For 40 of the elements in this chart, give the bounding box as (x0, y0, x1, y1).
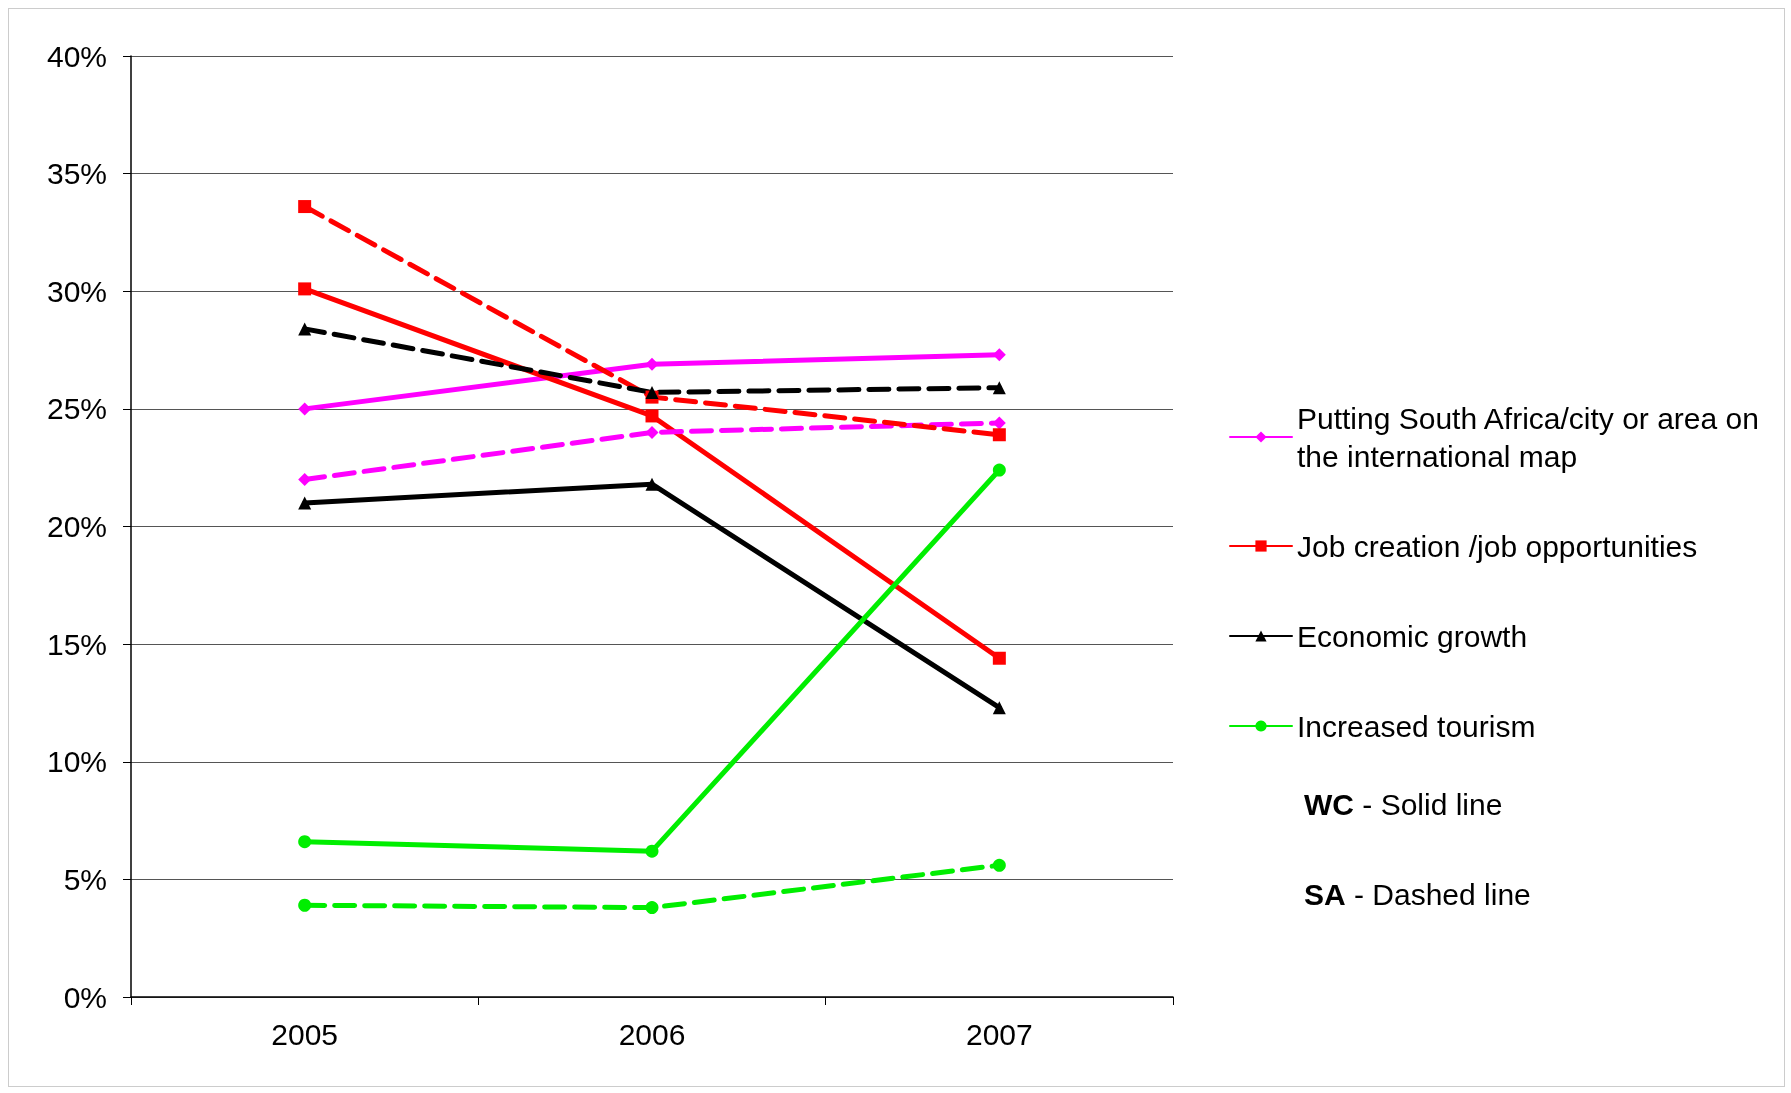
point (645, 477, 659, 491)
x-tick-label: 2006 (618, 1017, 686, 1051)
point (298, 200, 312, 214)
point (992, 348, 1006, 362)
y-tick-label: 10% (46, 745, 107, 779)
point (645, 425, 659, 439)
legend-label: Increased tourism (1297, 709, 1536, 743)
text: WC - Solid line (1304, 787, 1503, 821)
point (992, 858, 1006, 872)
x-tick-label: 2007 (965, 1017, 1033, 1051)
legend-label: Job creation /job opportunities (1297, 529, 1698, 563)
point (645, 385, 659, 399)
point (645, 901, 659, 915)
point (992, 651, 1006, 665)
x-tick-label: 2005 (271, 1017, 339, 1051)
point (298, 898, 312, 912)
text: SA - Dashed line (1304, 877, 1531, 911)
point (645, 409, 659, 423)
y-tick-label: 5% (63, 862, 107, 896)
y-tick-label: 30% (46, 274, 107, 308)
point (992, 701, 1006, 715)
legend-label: Putting South Africa/city or area on the international map (1297, 401, 1768, 473)
y-tick-label: 35% (46, 157, 107, 191)
y-tick-label: 25% (46, 392, 107, 426)
point (992, 428, 1006, 442)
point (298, 322, 312, 336)
point (992, 463, 1006, 477)
point (298, 282, 312, 296)
point (992, 381, 1006, 395)
point (645, 844, 659, 858)
point (298, 402, 312, 416)
point (298, 835, 312, 849)
point (298, 496, 312, 510)
legend-label: Economic growth (1297, 619, 1528, 653)
y-tick-label: 0% (63, 980, 107, 1014)
point (645, 357, 659, 371)
y-tick-label: 15% (46, 627, 107, 661)
y-tick-label: 40% (46, 39, 107, 73)
point (298, 472, 312, 486)
y-tick-label: 20% (46, 510, 107, 543)
